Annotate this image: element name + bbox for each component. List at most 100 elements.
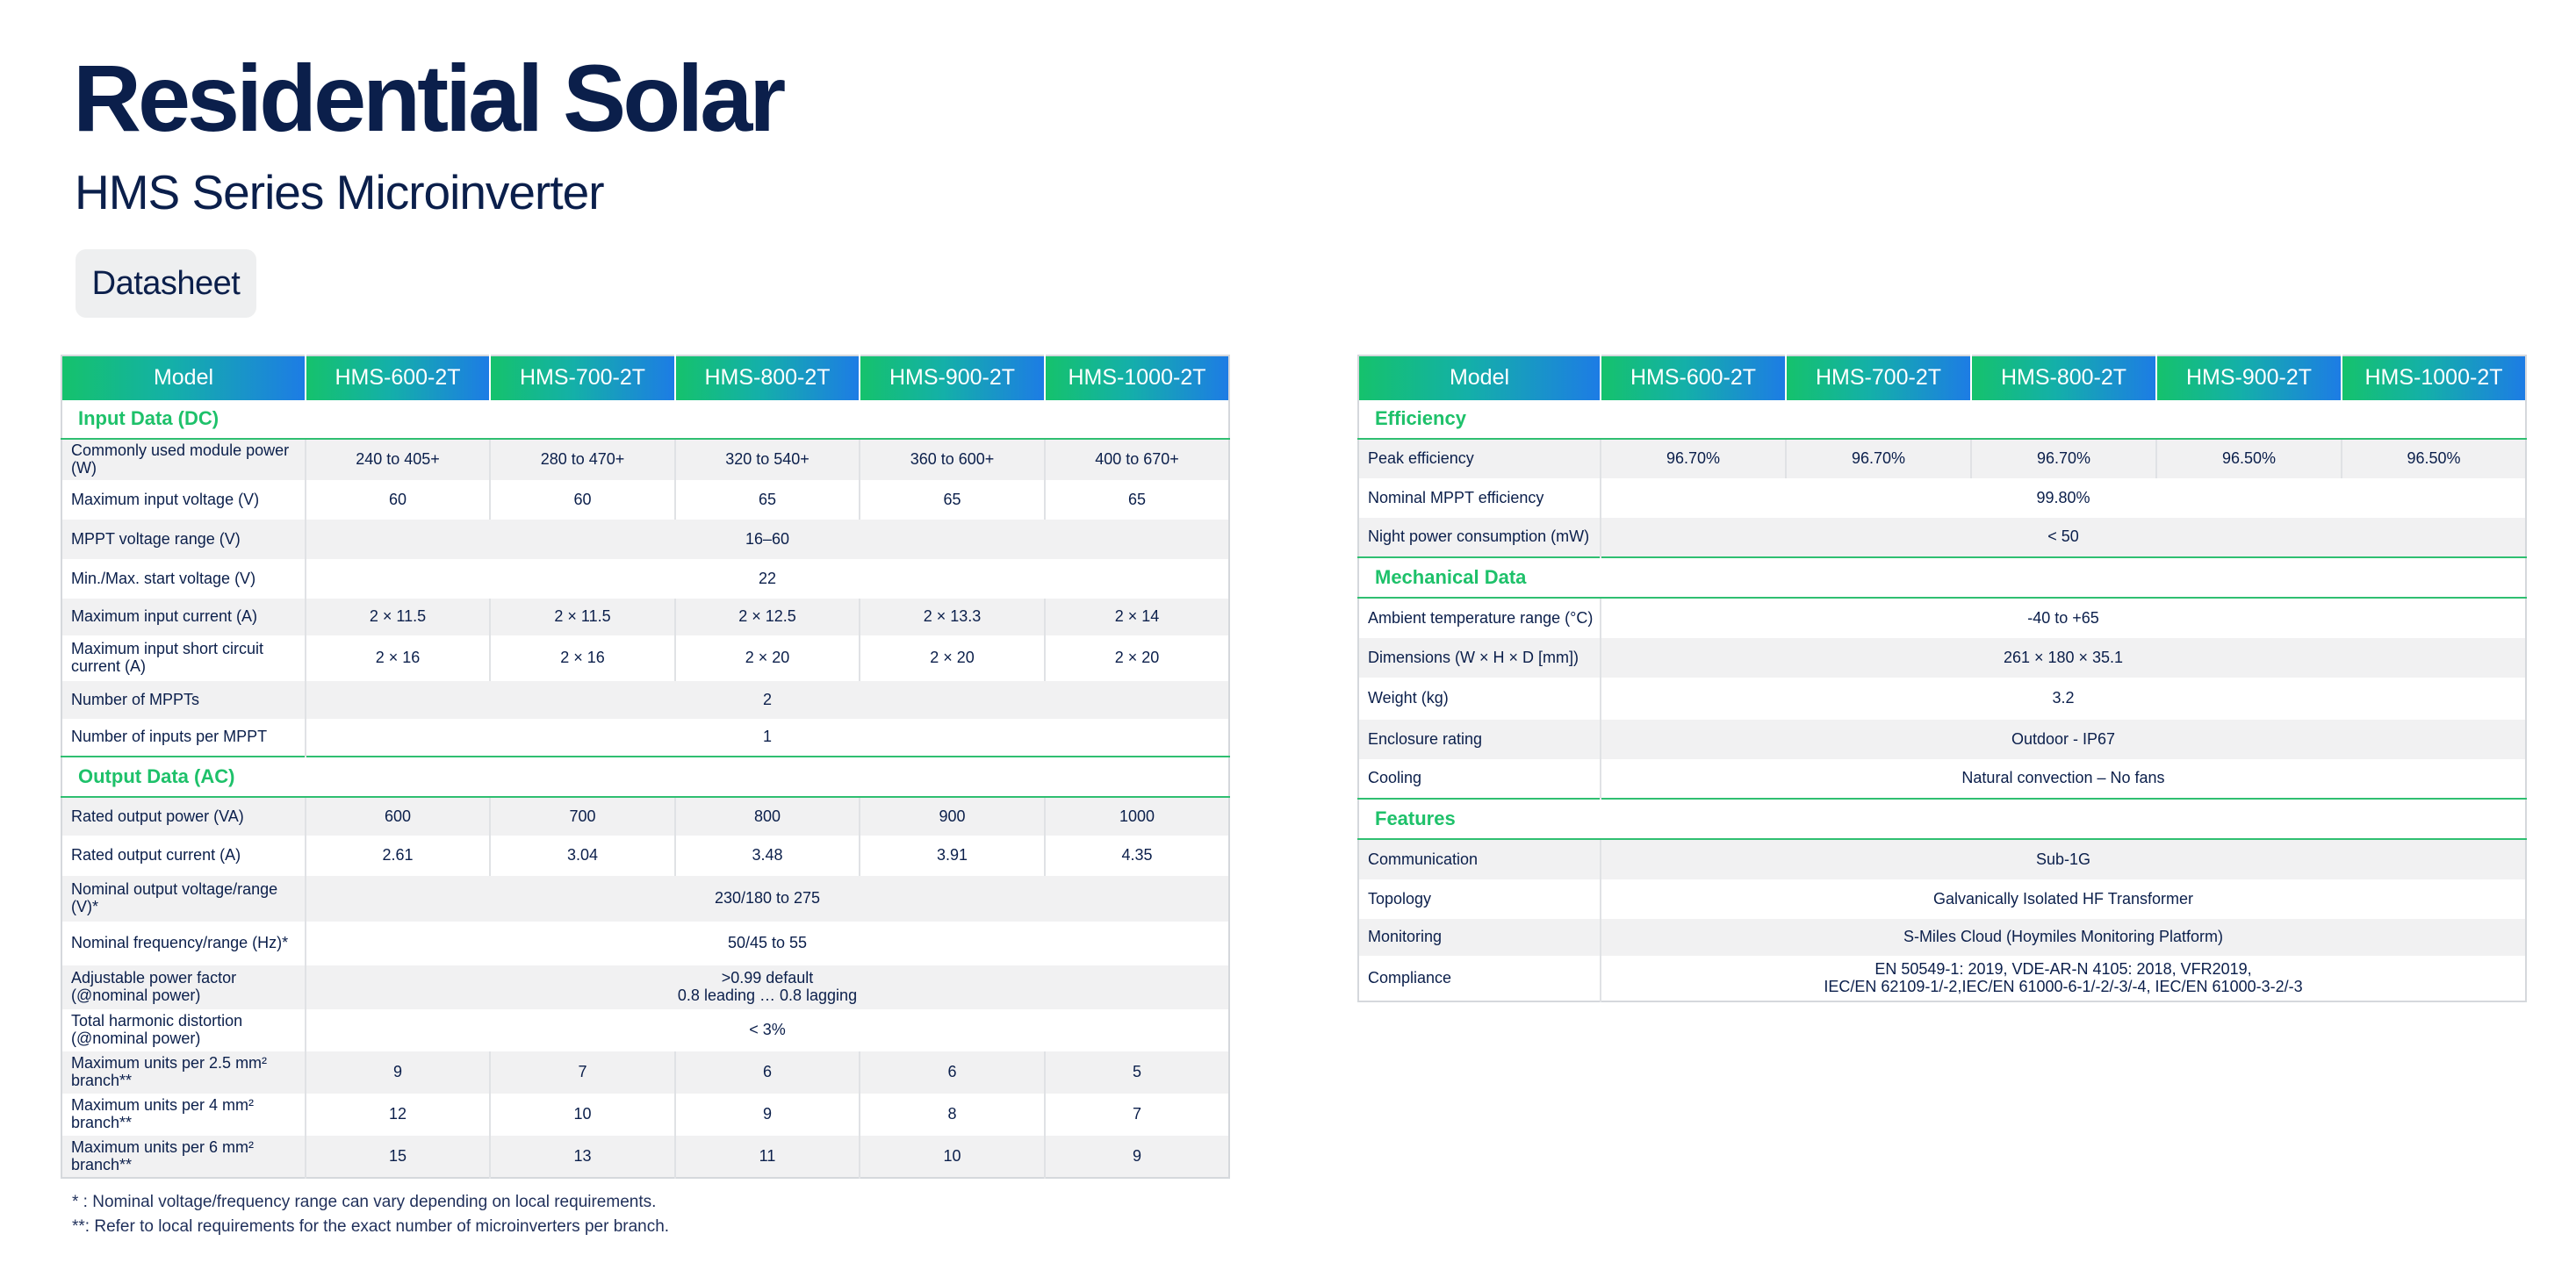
row-label: Total harmonic distortion (@nominal powe… [61, 1009, 306, 1051]
cell-value: 13 [490, 1136, 676, 1178]
header-hms-1000: HMS-1000-2T [2342, 355, 2526, 400]
cell-value: 9 [1045, 1136, 1229, 1178]
page-title: Residential Solar [73, 45, 786, 151]
table-row: Enclosure rating Outdoor - IP67 [1358, 720, 2526, 759]
cell-value: 12 [306, 1094, 491, 1136]
section-header-input: Input Data (DC) [61, 400, 1229, 440]
section-header-efficiency: Efficiency [1358, 400, 2526, 440]
row-label: Ambient temperature range (°C) [1358, 598, 1601, 638]
row-label: Maximum input voltage (V) [61, 480, 306, 520]
cell-value: 65 [675, 480, 860, 520]
cell-value: 65 [860, 480, 1046, 520]
cell-value: 7 [490, 1051, 676, 1094]
cell-value: 9 [675, 1094, 860, 1136]
cell-value: 16–60 [306, 520, 1229, 559]
table-row: Ambient temperature range (°C) -40 to +6… [1358, 598, 2526, 638]
row-label: Cooling [1358, 759, 1601, 799]
cell-value: < 50 [1601, 518, 2526, 557]
row-label: Maximum units per 4 mm² branch** [61, 1094, 306, 1136]
cell-value: 10 [860, 1136, 1046, 1178]
cell-value: 6 [860, 1051, 1046, 1094]
cell-value: 2 × 12.5 [675, 599, 860, 635]
cell-line: >0.99 default [721, 969, 814, 987]
cell-value: Natural convection – No fans [1601, 759, 2526, 799]
cell-value: 360 to 600+ [860, 439, 1046, 480]
cell-value: 8 [860, 1094, 1046, 1136]
table-row: Total harmonic distortion (@nominal powe… [61, 1009, 1229, 1051]
row-label: Nominal MPPT efficiency [1358, 478, 1601, 518]
cell-value: S-Miles Cloud (Hoymiles Monitoring Platf… [1601, 919, 2526, 956]
cell-value: >0.99 default 0.8 leading … 0.8 lagging [306, 965, 1229, 1009]
row-label: Enclosure rating [1358, 720, 1601, 759]
row-label: Nominal output voltage/range (V)* [61, 876, 306, 922]
table-row: Number of MPPTs 2 [61, 681, 1229, 719]
section-title: Efficiency [1358, 400, 2526, 440]
cell-value: 2 × 20 [675, 635, 860, 681]
cell-value: 230/180 to 275 [306, 876, 1229, 922]
cell-value: 3.2 [1601, 678, 2526, 720]
cell-value: 2 × 11.5 [490, 599, 676, 635]
table-row: Night power consumption (mW) < 50 [1358, 518, 2526, 557]
cell-value: 400 to 670+ [1045, 439, 1229, 480]
cell-value: 96.70% [1601, 439, 1787, 478]
cell-value: Outdoor - IP67 [1601, 720, 2526, 759]
cell-value: 1 [306, 719, 1229, 757]
row-label: Compliance [1358, 956, 1601, 1001]
table-row: Maximum units per 4 mm² branch** 12 10 9… [61, 1094, 1229, 1136]
cell-value: 22 [306, 559, 1229, 599]
cell-value: 4.35 [1045, 836, 1229, 876]
cell-value: 7 [1045, 1094, 1229, 1136]
table-row: Min./Max. start voltage (V) 22 [61, 559, 1229, 599]
table-row: Weight (kg) 3.2 [1358, 678, 2526, 720]
cell-value: 280 to 470+ [490, 439, 676, 480]
row-label: Min./Max. start voltage (V) [61, 559, 306, 599]
cell-value: 240 to 405+ [306, 439, 491, 480]
header-hms-700: HMS-700-2T [1786, 355, 1972, 400]
header-model: Model [1358, 355, 1601, 400]
row-label: Maximum input short circuit current (A) [61, 635, 306, 681]
table-row: Dimensions (W × H × D [mm]) 261 × 180 × … [1358, 638, 2526, 678]
table-row: Maximum units per 2.5 mm² branch** 9 7 6… [61, 1051, 1229, 1094]
header-hms-900: HMS-900-2T [2156, 355, 2342, 400]
cell-value: 96.50% [2342, 439, 2526, 478]
cell-line: IEC/EN 62109-1/-2,IEC/EN 61000-6-1/-2/-3… [1824, 977, 2303, 995]
cell-value: 11 [675, 1136, 860, 1178]
table-row: Topology Galvanically Isolated HF Transf… [1358, 879, 2526, 919]
table-row: Rated output power (VA) 600 700 800 900 … [61, 797, 1229, 836]
table-row: Cooling Natural convection – No fans [1358, 759, 2526, 799]
row-label: Dimensions (W × H × D [mm]) [1358, 638, 1601, 678]
footnote-branch: **: Refer to local requirements for the … [72, 1217, 670, 1236]
cell-value: 261 × 180 × 35.1 [1601, 638, 2526, 678]
cell-value: 900 [860, 797, 1046, 836]
row-label: Night power consumption (mW) [1358, 518, 1601, 557]
cell-value: 9 [306, 1051, 491, 1094]
row-label: MPPT voltage range (V) [61, 520, 306, 559]
row-label: Monitoring [1358, 919, 1601, 956]
cell-value: 15 [306, 1136, 491, 1178]
cell-value: 600 [306, 797, 491, 836]
table-row: Adjustable power factor (@nominal power)… [61, 965, 1229, 1009]
table-row: Number of inputs per MPPT 1 [61, 719, 1229, 757]
table-header-row: Model HMS-600-2T HMS-700-2T HMS-800-2T H… [1358, 355, 2526, 400]
header-hms-600: HMS-600-2T [1601, 355, 1787, 400]
section-header-mechanical: Mechanical Data [1358, 556, 2526, 599]
row-label: Number of inputs per MPPT [61, 719, 306, 757]
cell-value: 1000 [1045, 797, 1229, 836]
table-row: Communication Sub-1G [1358, 839, 2526, 879]
table-row: Nominal frequency/range (Hz)* 50/45 to 5… [61, 922, 1229, 965]
section-title: Mechanical Data [1358, 556, 2526, 599]
cell-value: 3.48 [675, 836, 860, 876]
row-label: Adjustable power factor (@nominal power) [61, 965, 306, 1009]
table-row: Maximum input short circuit current (A) … [61, 635, 1229, 681]
cell-value: 2 × 16 [490, 635, 676, 681]
cell-value: 3.04 [490, 836, 676, 876]
row-label: Rated output power (VA) [61, 797, 306, 836]
cell-value: Galvanically Isolated HF Transformer [1601, 879, 2526, 919]
cell-value: 50/45 to 55 [306, 922, 1229, 965]
cell-value: 2 × 14 [1045, 599, 1229, 635]
footnote-voltage: * : Nominal voltage/frequency range can … [72, 1193, 657, 1211]
cell-value: 6 [675, 1051, 860, 1094]
header-hms-700: HMS-700-2T [490, 355, 676, 400]
row-label: Weight (kg) [1358, 678, 1601, 720]
cell-line: EN 50549-1: 2019, VDE-AR-N 4105: 2018, V… [1874, 959, 2252, 978]
